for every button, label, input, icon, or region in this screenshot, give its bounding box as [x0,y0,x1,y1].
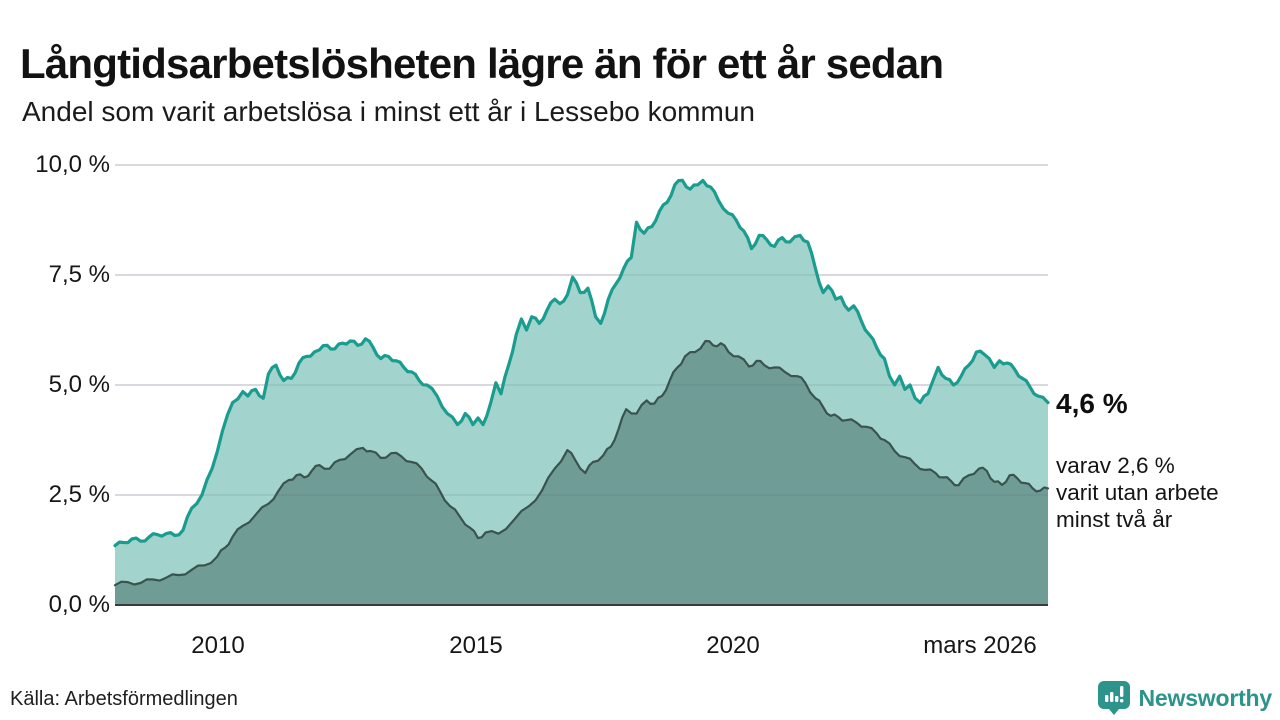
note-line-3: minst två år [1056,507,1173,532]
note-line-2: varit utan arbete [1056,480,1219,505]
y-tick-5: 5,0 % [48,371,110,398]
y-tick-2-5: 2,5 % [48,481,110,508]
y-tick-0: 0,0 % [48,591,110,618]
x-tick-mars-2026: mars 2026 [923,632,1037,659]
chart-title: Långtidsarbetslösheten lägre än för ett … [20,40,944,88]
secondary-value-note: varav 2,6 % varit utan arbete minst två … [1056,452,1219,533]
note-line-1: varav 2,6 % [1056,453,1175,478]
x-tick-2010: 2010 [191,632,245,659]
y-tick-10: 10,0 % [35,151,110,178]
chart-subtitle: Andel som varit arbetslösa i minst ett å… [22,96,755,127]
latest-value-label: 4,6 % [1056,388,1128,419]
y-tick-7-5: 7,5 % [48,261,110,288]
newsworthy-logo-icon [1097,681,1130,715]
x-tick-2020: 2020 [706,632,760,659]
x-tick-2015: 2015 [449,632,503,659]
newsworthy-logo: Newsworthy [1097,680,1272,716]
newsworthy-logo-text: Newsworthy [1138,684,1273,711]
source-note: Källa: Arbetsförmedlingen [10,688,238,710]
